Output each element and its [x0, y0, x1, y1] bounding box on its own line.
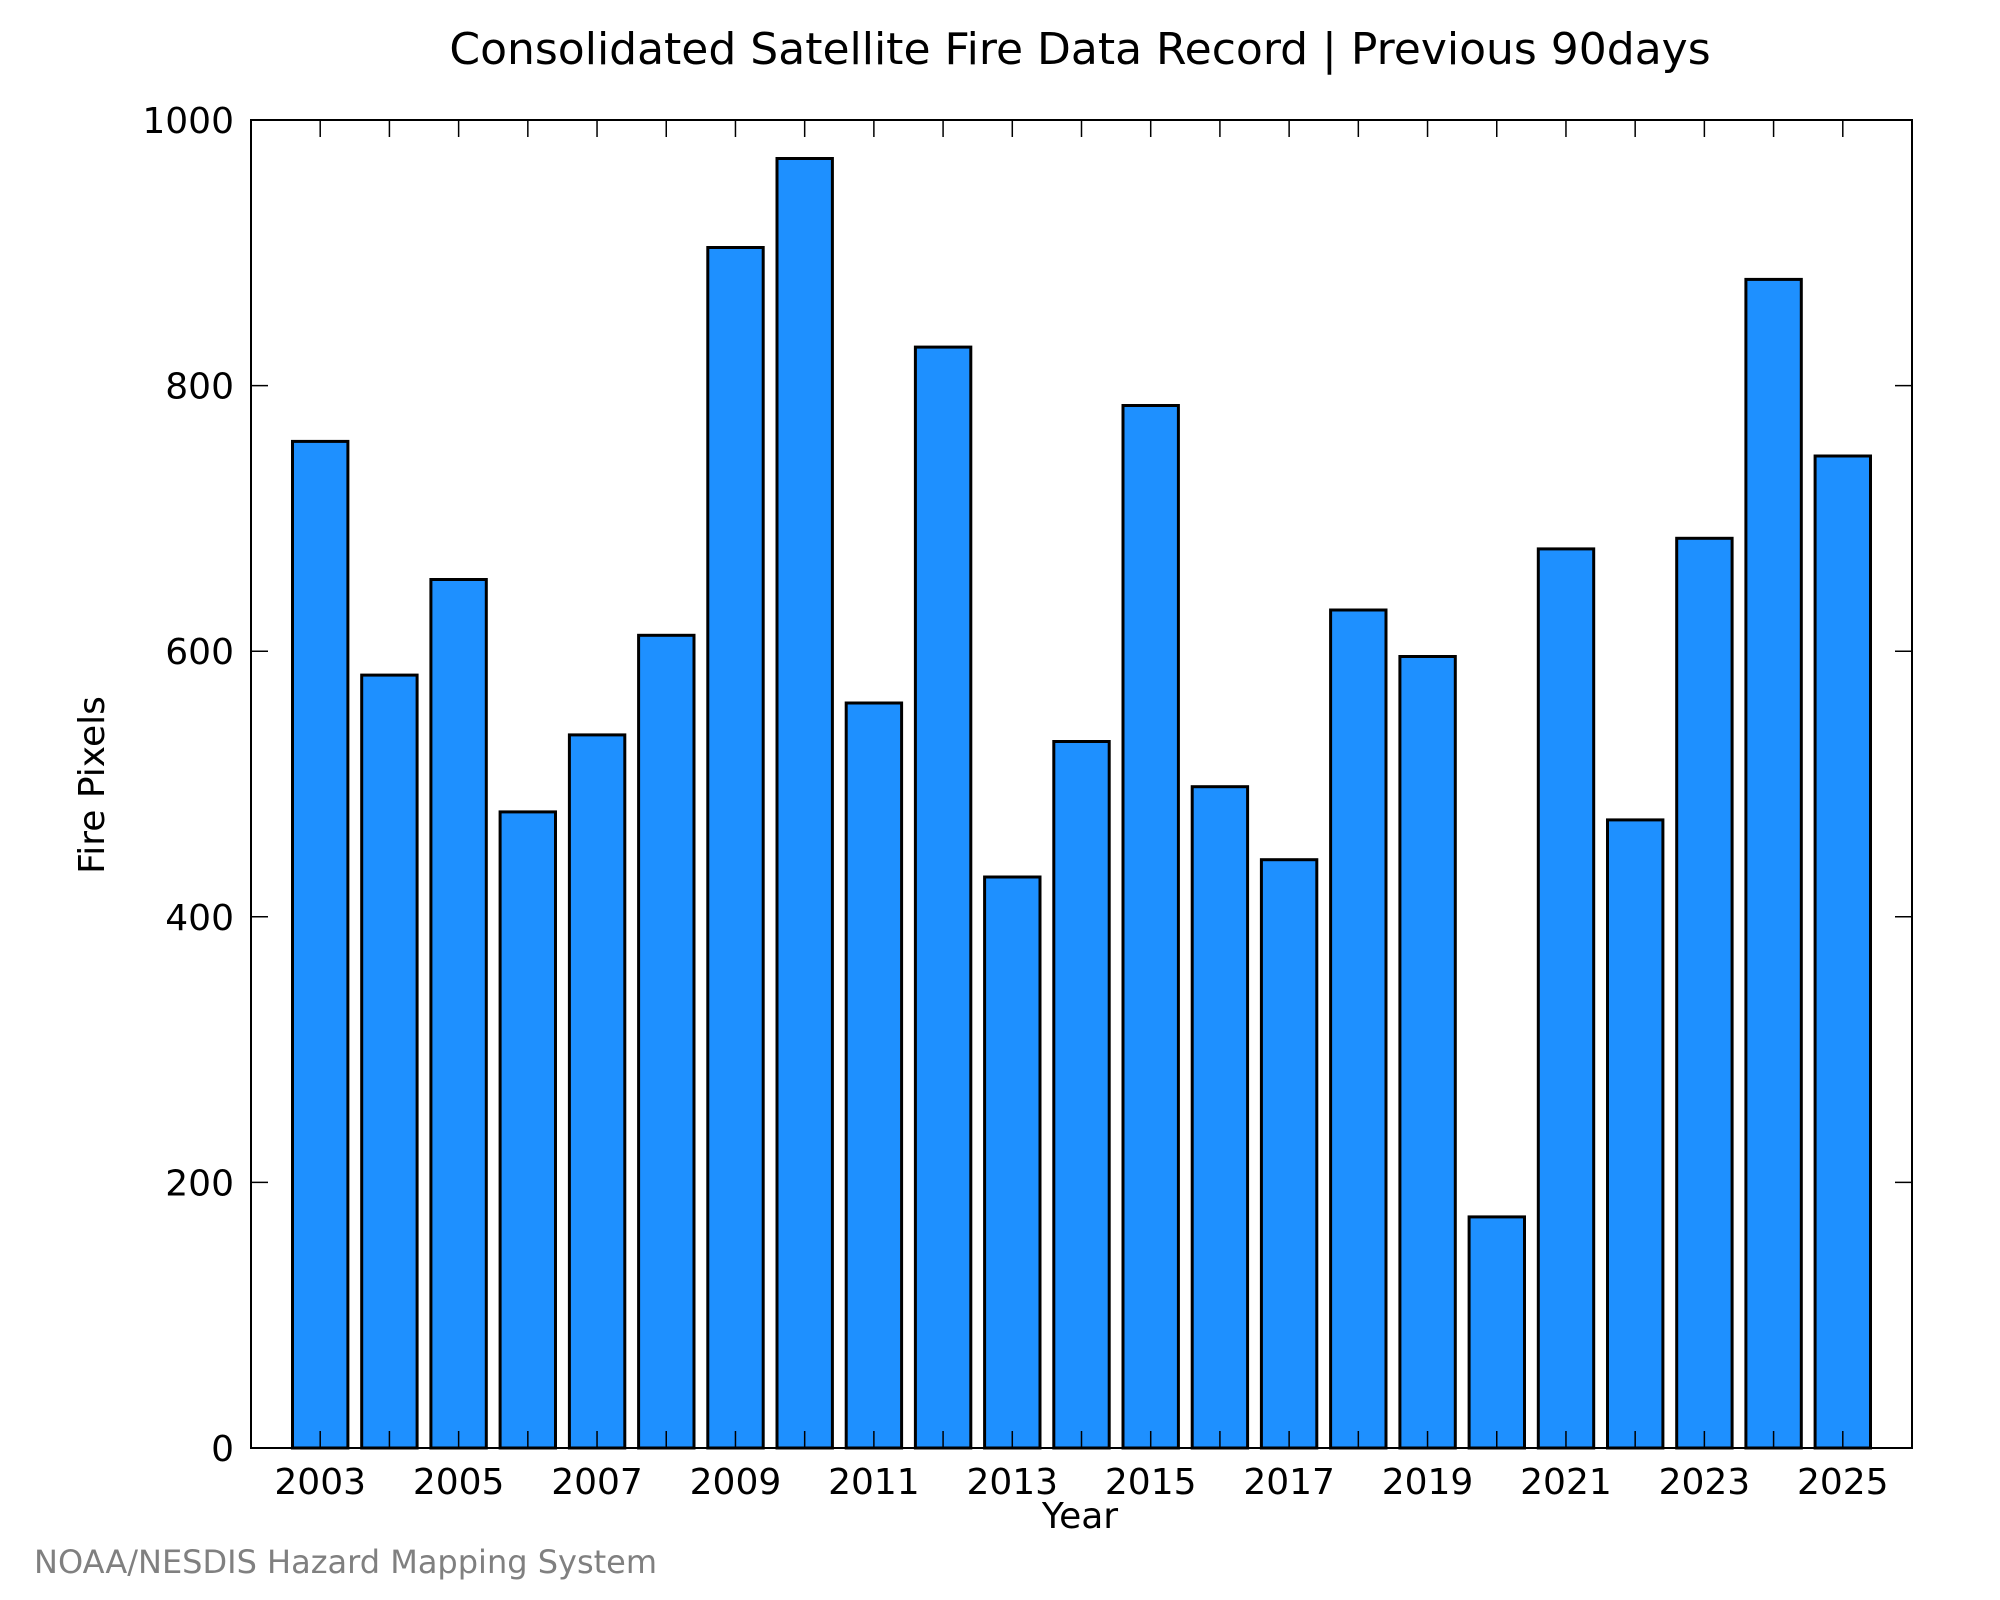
bar-2011 — [844, 701, 904, 1450]
x-tick-label-2003: 2003 — [274, 1462, 366, 1503]
bar-2005 — [429, 578, 488, 1450]
bar-2013 — [983, 875, 1042, 1450]
bar-2016 — [1190, 785, 1250, 1450]
bar-2017 — [1259, 858, 1319, 1450]
x-tick-label-2013: 2013 — [966, 1462, 1058, 1503]
x-tick-label-2015: 2015 — [1105, 1462, 1197, 1503]
bar-2008 — [637, 633, 696, 1450]
bar-2019 — [1398, 655, 1457, 1450]
x-axis-label: Year — [1041, 1496, 1118, 1537]
y-tick-label-1000: 1000 — [142, 101, 234, 142]
bar-2003 — [291, 439, 350, 1450]
x-tick-label-2021: 2021 — [1520, 1462, 1612, 1503]
bar-2020 — [1467, 1215, 1526, 1450]
bars-layer — [291, 157, 1872, 1450]
bar-2007 — [567, 733, 627, 1450]
y-tick-label-400: 400 — [165, 898, 234, 939]
x-tick-label-2007: 2007 — [551, 1462, 643, 1503]
bar-2010 — [775, 157, 834, 1450]
bar-2015 — [1121, 404, 1180, 1450]
bar-2004 — [360, 673, 419, 1450]
y-tick-label-800: 800 — [165, 367, 234, 408]
bar-2025 — [1813, 454, 1872, 1450]
chart-title: Consolidated Satellite Fire Data Record … — [449, 24, 1710, 75]
bar-2021 — [1536, 547, 1596, 1450]
footer-credit: NOAA/NESDIS Hazard Mapping System — [34, 1543, 657, 1581]
bar-2014 — [1052, 740, 1111, 1450]
y-axis-label: Fire Pixels — [72, 696, 113, 874]
bar-2012 — [913, 345, 973, 1450]
x-tick-label-2023: 2023 — [1659, 1462, 1751, 1503]
bar-2022 — [1606, 818, 1665, 1450]
x-tick-label-2019: 2019 — [1382, 1462, 1474, 1503]
y-tick-label-600: 600 — [165, 632, 234, 673]
x-tick-label-2005: 2005 — [413, 1462, 505, 1503]
bar-2018 — [1329, 608, 1388, 1450]
x-tick-label-2009: 2009 — [690, 1462, 782, 1503]
ticks-layer: 0 200 400 600 800 1000 2003 2005 2007 2009 2011 201… — [142, 101, 1912, 1503]
bar-2023 — [1675, 536, 1734, 1450]
bar-2024 — [1744, 277, 1803, 1450]
bar-2009 — [706, 246, 765, 1450]
x-tick-label-2011: 2011 — [828, 1462, 920, 1503]
y-tick-label-0: 0 — [211, 1429, 234, 1470]
y-tick-label-200: 200 — [165, 1163, 234, 1204]
x-tick-label-2025: 2025 — [1797, 1462, 1889, 1503]
bar-2006 — [498, 810, 558, 1450]
x-tick-label-2017: 2017 — [1243, 1462, 1335, 1503]
